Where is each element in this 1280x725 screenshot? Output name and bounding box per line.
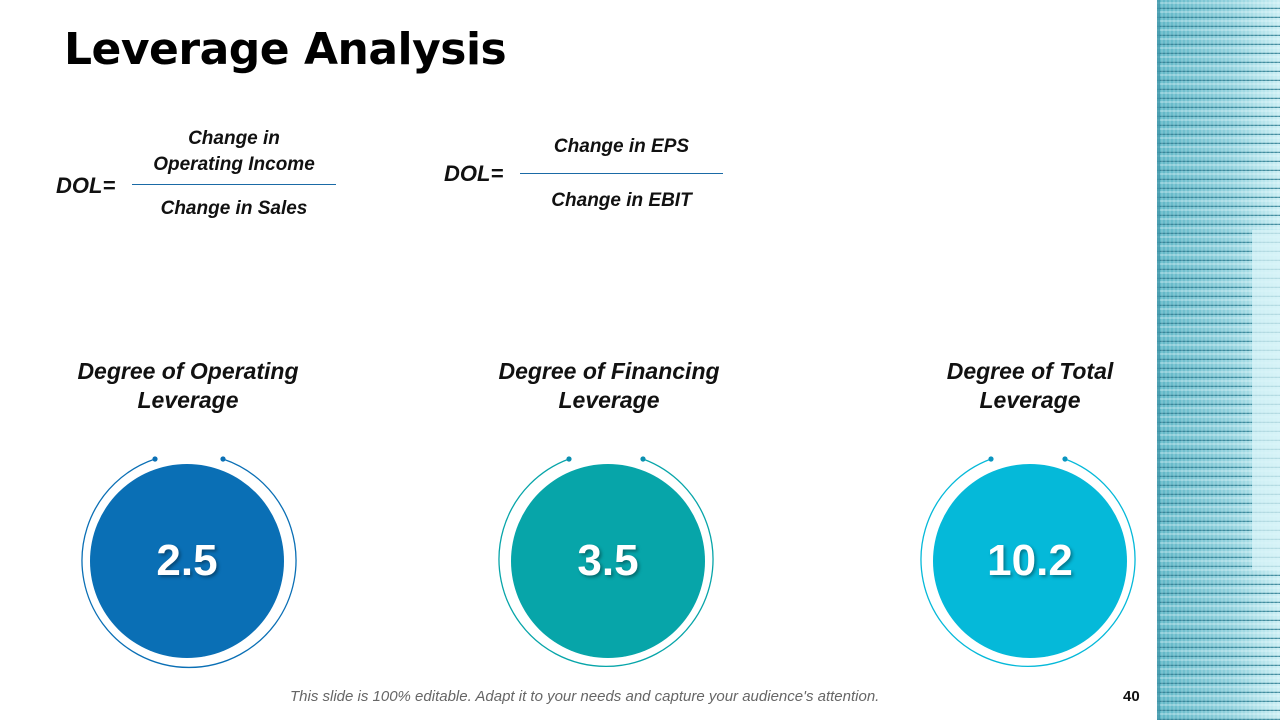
metric-label-operating: Degree of Operating Leverage [38, 357, 338, 415]
fraction-bar [132, 184, 336, 185]
formula-numerator-line: Change in [188, 128, 280, 149]
formula-lhs: DOL= [444, 161, 504, 186]
metric-label-line: Leverage [558, 387, 660, 413]
formula-numerator: Change in Operating Income [132, 126, 336, 178]
metric-label-line: Degree of Financing [498, 358, 720, 384]
metric-circle-total: 10.2 [920, 451, 1140, 671]
metric-value: 3.5 [577, 536, 639, 585]
metric-label-total: Degree of Total Leverage [880, 357, 1180, 415]
formula-denominator: Change in Sales [160, 198, 308, 219]
ring-graphic [498, 456, 714, 668]
formula-denominator: Change in EBIT [551, 190, 692, 211]
ring-graphic [920, 456, 1136, 668]
metric-label-financing: Degree of Financing Leverage [459, 357, 759, 415]
metric-label-line: Leverage [979, 387, 1081, 413]
metric-label-line: Leverage [137, 387, 239, 413]
fraction-bar [520, 173, 723, 174]
metric-circle-financing: 3.5 [498, 451, 718, 671]
metric-circle-operating: 2.5 [77, 451, 297, 671]
page-title: Leverage Analysis [64, 24, 507, 75]
metric-label-line: Degree of Total [946, 358, 1114, 384]
footer-note: This slide is 100% editable. Adapt it to… [290, 688, 880, 705]
coin-stacks-image [1157, 0, 1280, 720]
page-number: 40 [1123, 688, 1140, 705]
formula-lhs: DOL= [56, 173, 116, 198]
formula-numerator-line: Operating Income [153, 154, 315, 175]
formula-numerator: Change in EPS [553, 136, 690, 157]
metric-value: 10.2 [987, 536, 1073, 585]
coin-stacks-graphic [1157, 0, 1280, 720]
ring-graphic [81, 456, 297, 669]
metric-value: 2.5 [156, 536, 218, 585]
metric-label-line: Degree of Operating [77, 358, 299, 384]
